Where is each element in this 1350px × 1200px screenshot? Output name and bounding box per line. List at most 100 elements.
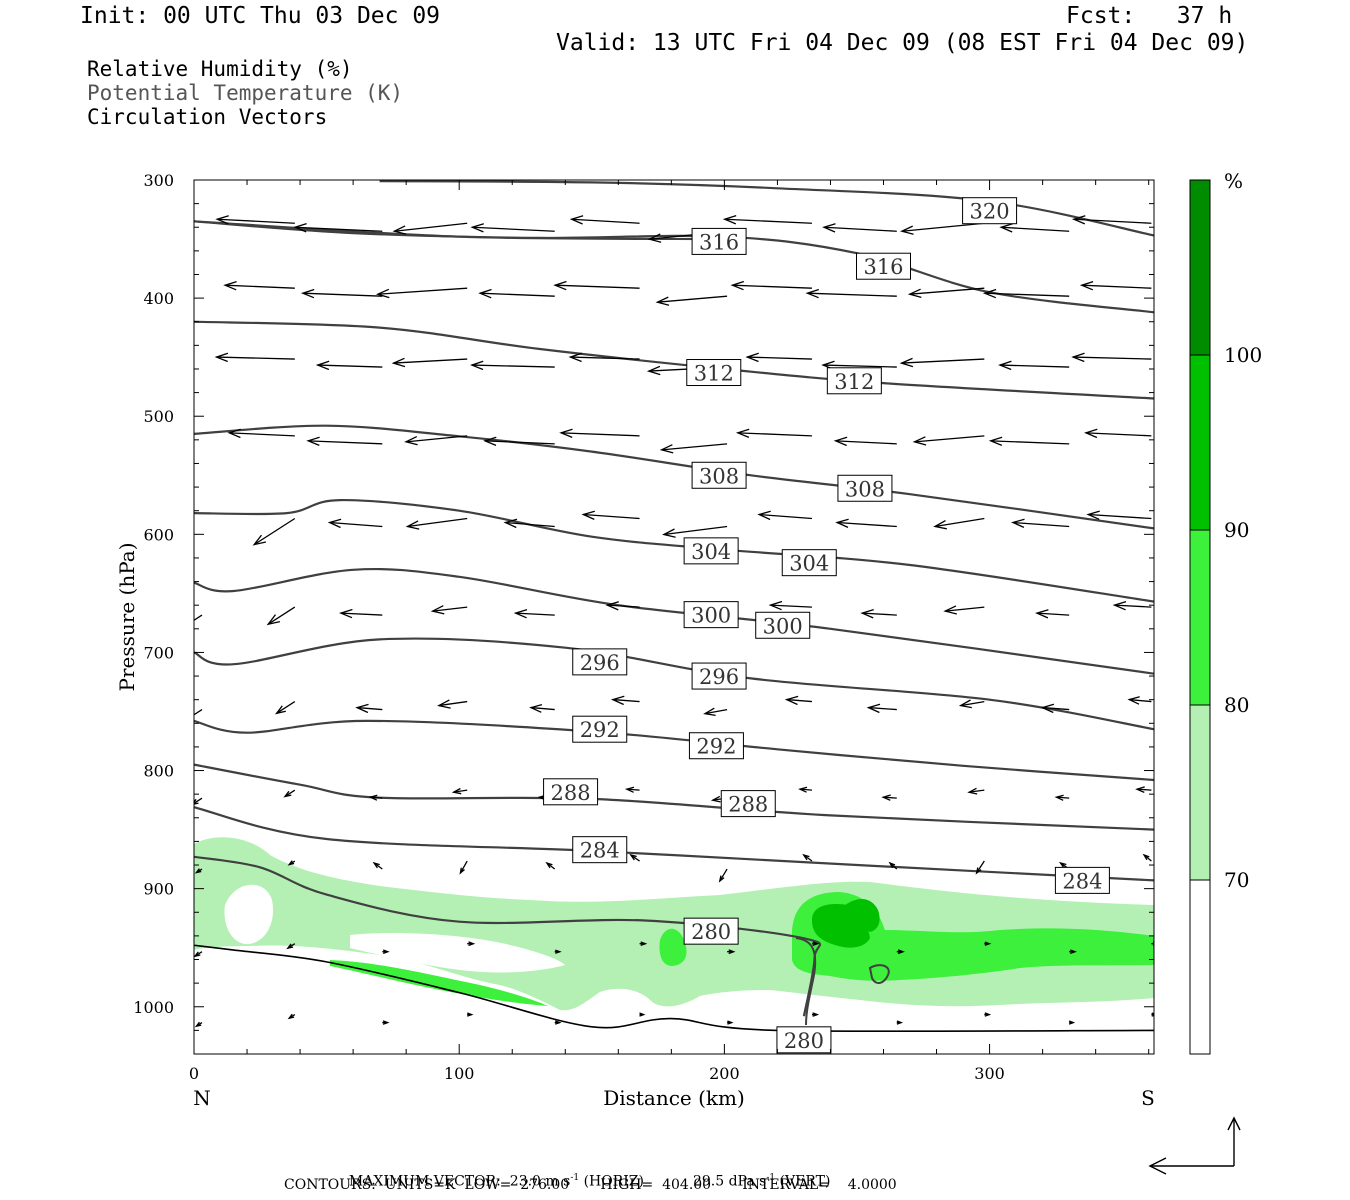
colorbar-70 — [1190, 705, 1210, 880]
circulation-vector — [194, 614, 203, 622]
legend-theta: Potential Temperature (K) — [87, 81, 404, 105]
contour-label: 296 — [580, 651, 620, 675]
contour-label-box — [776, 1026, 832, 1054]
circulation-vector — [662, 525, 728, 538]
contour-label: 284 — [1062, 869, 1102, 893]
circulation-vector — [569, 215, 640, 225]
circulation-vector — [503, 518, 555, 529]
reference-vector — [1148, 1116, 1241, 1175]
contour-label: 304 — [691, 540, 731, 564]
circulation-vector — [659, 443, 728, 454]
theta-contour-296 — [194, 637, 1154, 731]
circulation-vector — [727, 949, 736, 955]
contour-label: 312 — [834, 370, 874, 394]
x-tick-label: 200 — [709, 1064, 740, 1083]
circulation-vector — [1084, 428, 1152, 439]
circulation-vector — [391, 357, 468, 368]
contour-label: 308 — [845, 477, 885, 501]
rh-below-70-pocket — [224, 884, 274, 945]
circulation-vector — [554, 1020, 562, 1025]
terrain — [194, 944, 1154, 1033]
horiz-unit-exponent: -1 — [570, 1173, 580, 1183]
y-tick-label: 500 — [143, 407, 174, 426]
colorbar-unit: % — [1224, 169, 1243, 193]
contour-label: 312 — [694, 362, 734, 386]
x-end-label-north: N — [193, 1086, 211, 1110]
circulation-vector — [559, 428, 640, 439]
circulation-vector — [805, 288, 897, 299]
circulation-vector — [568, 352, 640, 363]
contour-label-box — [572, 715, 628, 743]
contour-label: 280 — [784, 1029, 824, 1053]
x-tick-label: 0 — [189, 1064, 199, 1083]
contour-label: 304 — [789, 552, 829, 576]
y-axis-label: Pressure (hPa) — [115, 543, 139, 692]
circulation-vector — [958, 699, 985, 709]
circulation-vector — [984, 1012, 992, 1017]
max-vector-horiz: 23.0 m s — [509, 1173, 571, 1190]
theta-contour-292 — [194, 719, 1154, 782]
y-tick-label: 400 — [143, 289, 174, 308]
circulation-vector — [907, 287, 985, 299]
circulation-vector — [1135, 786, 1152, 793]
theta-contour-284 — [194, 806, 1154, 882]
circulation-vector — [984, 941, 992, 946]
circulation-vector — [835, 518, 897, 528]
circulation-vector — [822, 223, 897, 233]
circulation-vector — [722, 214, 812, 225]
circulation-vector — [478, 288, 555, 299]
circulation-vector — [470, 360, 555, 371]
colorbar: % 100 90 80 70 — [1189, 169, 1262, 1055]
circulation-vector — [912, 435, 985, 446]
circulation-vector — [300, 288, 383, 299]
contours-info: CONTOURS: UNITS=K LOW= 276.00 HIGH= 404.… — [284, 1177, 897, 1193]
circulation-vector — [735, 428, 812, 439]
rh-below-70-pocket-2 — [350, 933, 565, 973]
circulation-vector — [375, 287, 468, 299]
circulation-vector — [382, 949, 390, 955]
legend-vectors: Circulation Vectors — [87, 105, 328, 129]
circulation-vector — [899, 357, 985, 368]
circulation-vector — [283, 789, 296, 798]
y-tick-label: 800 — [143, 762, 174, 781]
contour-label: 300 — [763, 614, 803, 638]
y-tick-label: 300 — [143, 171, 174, 190]
circulation-vector — [214, 352, 295, 363]
circulation-vector — [405, 517, 468, 530]
circulation-vector — [287, 860, 296, 866]
colorbar-label-90: 90 — [1224, 518, 1249, 542]
colorbar-80 — [1190, 530, 1210, 705]
circulation-vector — [194, 951, 203, 958]
circulation-vector — [459, 860, 468, 875]
contour-label-box — [856, 252, 912, 280]
max-vector-line: MAXIMUM VECTOR: 23.0 m s-1 (HORIZ) 29.5 … — [340, 1157, 831, 1190]
circulation-vector — [306, 436, 383, 447]
circulation-vector — [404, 435, 468, 446]
contour-label: 320 — [970, 200, 1010, 224]
contour-label-box — [691, 662, 747, 690]
circulation-vector — [194, 868, 203, 874]
terrain-line — [194, 944, 1154, 1033]
contour-label-box — [543, 778, 599, 806]
circulation-vector — [467, 1012, 474, 1017]
circulation-vector — [293, 222, 383, 233]
max-vector-vert: 29.5 dPa s — [692, 1173, 767, 1190]
theta-contour-308 — [194, 424, 1154, 530]
contour-label-box — [686, 359, 742, 387]
contour-labels: 320 316 316 312 312 308 308 304 304 300 300 296 296 2… — [543, 197, 1110, 1054]
circulation-vector — [327, 518, 383, 529]
circulation-vector — [554, 949, 562, 954]
rh-80-region-3 — [330, 960, 548, 1006]
contour-label-box — [572, 648, 628, 676]
circulation-vector — [610, 695, 640, 706]
circulation-vector — [605, 601, 640, 611]
circulation-vector — [372, 861, 383, 870]
circulation-vector — [274, 701, 296, 715]
circulation-vector — [1068, 1020, 1076, 1025]
contour-label: 292 — [580, 718, 620, 742]
theta-contour-280 — [194, 855, 821, 1017]
rh-80-region-2 — [659, 928, 687, 966]
colorbar-white — [1190, 880, 1210, 1054]
circulation-vector — [1054, 794, 1070, 801]
circulation-vector — [768, 600, 812, 611]
